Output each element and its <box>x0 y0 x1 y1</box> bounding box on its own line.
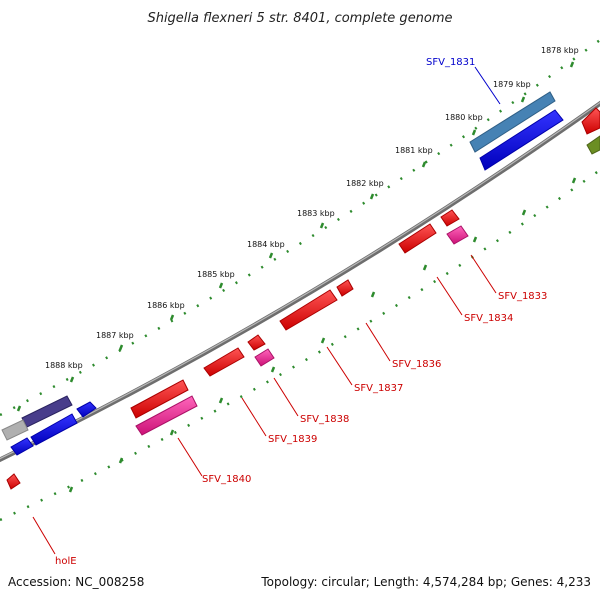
gene-feature-blue[interactable] <box>479 109 564 171</box>
gene-label-sfv-1833[interactable]: SFV_1833 <box>498 291 547 302</box>
gene-feature-red[interactable] <box>440 209 460 227</box>
tick-label: 1884 kbp <box>247 240 285 249</box>
gene-sfv-1831-feature[interactable] <box>469 91 556 153</box>
tick-label: 1882 kbp <box>346 179 384 188</box>
reverse-strand-features <box>6 135 600 490</box>
tick-label: 1887 kbp <box>96 331 134 340</box>
outer-major-ticks <box>16 61 575 412</box>
gene-feature-blue[interactable] <box>30 413 78 446</box>
tick-label: 1886 kbp <box>147 301 185 310</box>
tick-label: 1879 kbp <box>493 80 531 89</box>
leader-sfv-1838 <box>273 377 299 417</box>
leader-sfv-1840 <box>177 437 203 477</box>
map-title: Shigella flexneri 5 str. 8401, complete … <box>147 11 452 26</box>
gene-feature-olive[interactable] <box>586 135 600 155</box>
topology-text: Topology: circular; Length: 4,574,284 bp… <box>260 575 591 589</box>
genome-backbone <box>0 100 600 463</box>
gene-feature-red[interactable] <box>581 107 600 135</box>
tick-label: 1885 kbp <box>197 270 235 279</box>
leader-sfv-1831 <box>474 66 501 105</box>
inner-major-ticks <box>68 177 577 493</box>
gene-feature-blue[interactable] <box>10 437 34 456</box>
leader-sfv-1839 <box>241 397 267 437</box>
leader-sfv-1836 <box>365 322 391 362</box>
gene-feature-red[interactable] <box>336 279 354 297</box>
leader-sfv-1834 <box>436 276 463 316</box>
gene-feature-red[interactable] <box>6 473 21 490</box>
gene-feature-red[interactable] <box>130 379 189 419</box>
gene-feature-grey[interactable] <box>1 419 29 441</box>
tick-label: 1878 kbp <box>541 46 579 55</box>
tick-label: 1881 kbp <box>395 146 433 155</box>
gene-label-sfv-1839[interactable]: SFV_1839 <box>268 434 317 445</box>
inner-tick-ring <box>0 168 600 522</box>
accession-text: Accession: NC_008258 <box>8 575 144 589</box>
gene-feature-blue[interactable] <box>76 401 97 418</box>
leader-sfv-1837 <box>326 346 353 386</box>
label-leaders <box>32 66 501 555</box>
gene-label-hole[interactable]: holE <box>55 556 77 567</box>
gene-label-sfv-1838[interactable]: SFV_1838 <box>300 414 349 425</box>
tick-label: 1883 kbp <box>297 209 335 218</box>
gene-label-sfv-1836[interactable]: SFV_1836 <box>392 359 441 370</box>
forward-strand-features <box>1 91 600 441</box>
gene-feature-red[interactable] <box>247 334 266 351</box>
gene-feature-red[interactable] <box>203 347 245 377</box>
gene-feature-pink[interactable] <box>254 348 275 367</box>
tick-labels: 1878 kbp 1879 kbp 1880 kbp 1881 kbp 1882… <box>45 46 579 370</box>
leader-hole <box>32 516 56 555</box>
gene-feature-pink[interactable] <box>135 395 198 436</box>
leader-sfv-1833 <box>470 254 497 294</box>
gene-label-sfv-1840[interactable]: SFV_1840 <box>202 474 251 485</box>
tick-label: 1880 kbp <box>445 113 483 122</box>
outer-tick-ring <box>0 38 600 417</box>
gene-label-sfv-1834[interactable]: SFV_1834 <box>464 313 513 324</box>
gene-label-sfv-1837[interactable]: SFV_1837 <box>354 383 403 394</box>
gene-label-sfv-1831[interactable]: SFV_1831 <box>426 57 475 68</box>
gene-feature-red[interactable] <box>398 223 437 254</box>
gene-feature-red[interactable] <box>279 289 338 331</box>
gene-labels: SFV_1831 SFV_1833 SFV_1834 SFV_1836 SFV_… <box>55 57 547 567</box>
gene-feature-pink[interactable] <box>446 225 469 245</box>
tick-label: 1888 kbp <box>45 361 83 370</box>
